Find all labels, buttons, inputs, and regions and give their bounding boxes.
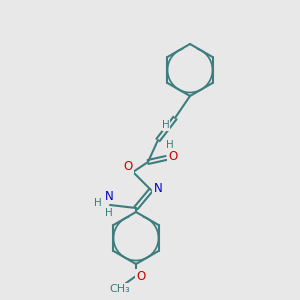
Text: H: H: [105, 208, 113, 218]
Text: H: H: [94, 198, 102, 208]
Text: H: H: [166, 140, 174, 150]
Text: CH₃: CH₃: [110, 284, 130, 294]
Text: O: O: [136, 271, 146, 284]
Text: N: N: [105, 190, 113, 202]
Text: O: O: [168, 151, 178, 164]
Text: O: O: [123, 160, 133, 172]
Text: H: H: [162, 120, 170, 130]
Text: N: N: [154, 182, 162, 194]
